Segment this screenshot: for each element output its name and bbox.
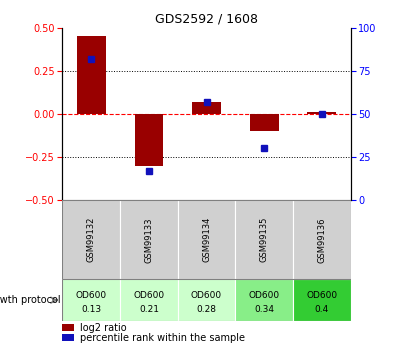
Text: 0.13: 0.13 xyxy=(81,305,101,314)
Text: OD600: OD600 xyxy=(306,291,337,300)
Bar xyxy=(62,200,120,279)
Text: GSM99134: GSM99134 xyxy=(202,217,211,263)
Text: OD600: OD600 xyxy=(249,291,280,300)
Bar xyxy=(77,36,106,114)
Bar xyxy=(120,200,178,279)
Bar xyxy=(293,279,351,321)
Bar xyxy=(62,334,74,341)
Text: log2 ratio: log2 ratio xyxy=(80,323,127,333)
Text: GSM99133: GSM99133 xyxy=(144,217,154,263)
Text: OD600: OD600 xyxy=(133,291,164,300)
Text: growth protocol: growth protocol xyxy=(0,295,60,305)
Text: GSM99136: GSM99136 xyxy=(317,217,326,263)
Bar xyxy=(135,114,163,166)
Text: 0.34: 0.34 xyxy=(254,305,274,314)
Bar xyxy=(293,200,351,279)
Bar xyxy=(62,279,120,321)
Bar xyxy=(62,324,74,331)
Text: OD600: OD600 xyxy=(76,291,107,300)
Text: OD600: OD600 xyxy=(191,291,222,300)
Text: 0.28: 0.28 xyxy=(197,305,216,314)
Bar xyxy=(307,112,336,114)
Bar xyxy=(192,102,221,114)
Bar xyxy=(250,114,278,131)
Text: GSM99132: GSM99132 xyxy=(87,217,96,263)
Bar xyxy=(120,279,178,321)
Text: GSM99135: GSM99135 xyxy=(260,217,269,263)
Text: 0.4: 0.4 xyxy=(315,305,329,314)
Bar xyxy=(178,200,235,279)
Bar xyxy=(235,279,293,321)
Title: GDS2592 / 1608: GDS2592 / 1608 xyxy=(155,12,258,25)
Text: percentile rank within the sample: percentile rank within the sample xyxy=(80,333,245,343)
Text: 0.21: 0.21 xyxy=(139,305,159,314)
Bar xyxy=(178,279,235,321)
Bar xyxy=(235,200,293,279)
